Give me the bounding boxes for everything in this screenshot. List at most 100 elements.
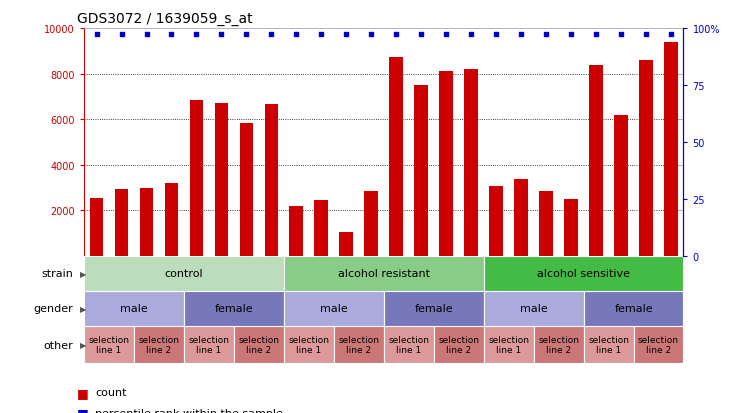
Bar	[614, 115, 628, 256]
Text: selection
line 2: selection line 2	[638, 335, 679, 354]
Bar	[484, 291, 583, 326]
Text: strain: strain	[41, 268, 73, 279]
Bar	[184, 326, 234, 363]
Text: selection
line 2: selection line 2	[338, 335, 379, 354]
Bar	[314, 201, 328, 256]
Text: selection
line 2: selection line 2	[138, 335, 180, 354]
Bar	[464, 70, 478, 256]
Point	[491, 31, 502, 38]
Text: female: female	[614, 304, 653, 314]
Bar	[115, 190, 129, 256]
Text: ■: ■	[77, 406, 93, 413]
Bar	[433, 326, 484, 363]
Bar	[390, 58, 403, 256]
Bar	[484, 326, 534, 363]
Point	[115, 31, 127, 38]
Bar	[289, 206, 303, 256]
Bar	[134, 326, 184, 363]
Bar	[583, 326, 634, 363]
Point	[290, 31, 302, 38]
Point	[191, 31, 202, 38]
Bar	[189, 100, 203, 256]
Bar	[265, 104, 279, 256]
Text: alcohol resistant: alcohol resistant	[338, 268, 430, 279]
Text: ▶: ▶	[80, 269, 87, 278]
Text: control: control	[164, 268, 203, 279]
Text: GDS3072 / 1639059_s_at: GDS3072 / 1639059_s_at	[77, 12, 252, 26]
Bar	[334, 326, 384, 363]
Point	[565, 31, 577, 38]
Text: percentile rank within the sample: percentile rank within the sample	[95, 408, 283, 413]
Text: male: male	[320, 304, 348, 314]
Point	[466, 31, 477, 38]
Bar	[664, 43, 678, 256]
Text: selection
line 1: selection line 1	[588, 335, 629, 354]
Text: ■: ■	[77, 386, 93, 399]
Text: selection
line 1: selection line 1	[88, 335, 129, 354]
Text: ▶: ▶	[80, 340, 87, 349]
Text: alcohol sensitive: alcohol sensitive	[537, 268, 630, 279]
Bar	[284, 291, 384, 326]
Point	[415, 31, 427, 38]
Text: female: female	[414, 304, 453, 314]
Text: selection
line 1: selection line 1	[189, 335, 230, 354]
Bar	[84, 291, 184, 326]
Point	[91, 31, 102, 38]
Bar	[384, 326, 433, 363]
Point	[166, 31, 178, 38]
Text: selection
line 2: selection line 2	[238, 335, 279, 354]
Bar	[215, 104, 228, 256]
Point	[341, 31, 352, 38]
Text: gender: gender	[34, 304, 73, 314]
Bar	[439, 71, 453, 256]
Bar	[414, 85, 428, 256]
Bar	[384, 291, 484, 326]
Point	[515, 31, 527, 38]
Text: count: count	[95, 387, 126, 397]
Bar	[234, 326, 284, 363]
Point	[540, 31, 552, 38]
Point	[316, 31, 327, 38]
Bar	[539, 192, 553, 256]
Point	[616, 31, 627, 38]
Bar	[484, 256, 683, 291]
Bar	[84, 326, 134, 363]
Bar	[564, 199, 578, 256]
Bar	[140, 188, 154, 256]
Text: female: female	[215, 304, 253, 314]
Bar	[240, 124, 253, 256]
Bar	[583, 291, 683, 326]
Bar	[365, 191, 378, 256]
Point	[216, 31, 227, 38]
Bar	[634, 326, 683, 363]
Bar	[84, 256, 284, 291]
Point	[265, 31, 277, 38]
Text: selection
line 1: selection line 1	[388, 335, 429, 354]
Point	[590, 31, 602, 38]
Text: male: male	[120, 304, 148, 314]
Bar	[164, 183, 178, 256]
Bar	[339, 232, 353, 256]
Point	[665, 31, 677, 38]
Text: selection
line 2: selection line 2	[438, 335, 480, 354]
Point	[640, 31, 652, 38]
Bar	[184, 291, 284, 326]
Bar	[90, 198, 103, 256]
Bar	[284, 326, 334, 363]
Point	[390, 31, 402, 38]
Text: ▶: ▶	[80, 304, 87, 313]
Text: male: male	[520, 304, 548, 314]
Text: selection
line 2: selection line 2	[538, 335, 579, 354]
Bar	[515, 180, 528, 256]
Point	[440, 31, 452, 38]
Point	[240, 31, 252, 38]
Text: selection
line 1: selection line 1	[288, 335, 330, 354]
Bar	[639, 61, 653, 256]
Bar	[284, 256, 484, 291]
Bar	[534, 326, 583, 363]
Point	[140, 31, 152, 38]
Text: other: other	[43, 340, 73, 350]
Point	[366, 31, 377, 38]
Bar	[589, 66, 603, 256]
Text: selection
line 1: selection line 1	[488, 335, 529, 354]
